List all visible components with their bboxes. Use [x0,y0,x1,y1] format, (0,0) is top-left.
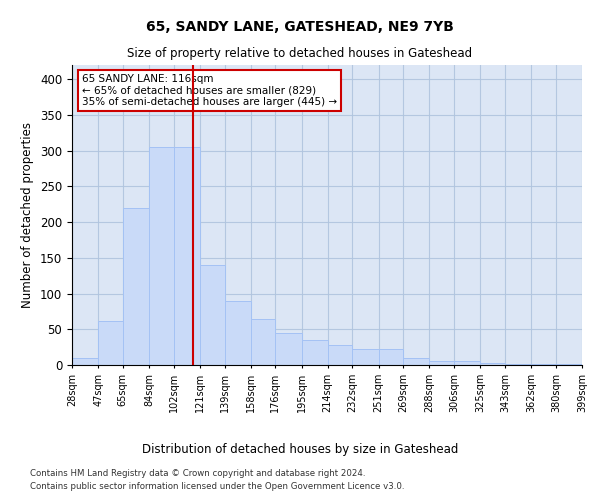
Text: Contains public sector information licensed under the Open Government Licence v3: Contains public sector information licen… [30,482,404,491]
Bar [98,320,123,365]
Text: Contains HM Land Registry data © Crown copyright and database right 2024.: Contains HM Land Registry data © Crown c… [30,468,365,477]
Bar [480,363,505,365]
Bar [123,208,149,365]
Bar [379,350,403,365]
Bar [72,358,98,365]
Bar [505,364,531,365]
Y-axis label: Number of detached properties: Number of detached properties [22,122,34,308]
Bar [251,318,275,365]
Bar [200,265,224,365]
Bar [302,340,328,365]
Bar [149,147,174,365]
Bar [531,364,556,365]
Bar [556,364,582,365]
Bar [352,350,379,365]
Bar [224,300,251,365]
Bar [430,362,454,365]
Bar [454,362,480,365]
Bar [174,147,200,365]
Text: Size of property relative to detached houses in Gateshead: Size of property relative to detached ho… [127,48,473,60]
Bar [403,358,430,365]
Bar [275,333,302,365]
Text: Distribution of detached houses by size in Gateshead: Distribution of detached houses by size … [142,442,458,456]
Text: 65 SANDY LANE: 116sqm
← 65% of detached houses are smaller (829)
35% of semi-det: 65 SANDY LANE: 116sqm ← 65% of detached … [82,74,337,107]
Bar [328,345,352,365]
Text: 65, SANDY LANE, GATESHEAD, NE9 7YB: 65, SANDY LANE, GATESHEAD, NE9 7YB [146,20,454,34]
